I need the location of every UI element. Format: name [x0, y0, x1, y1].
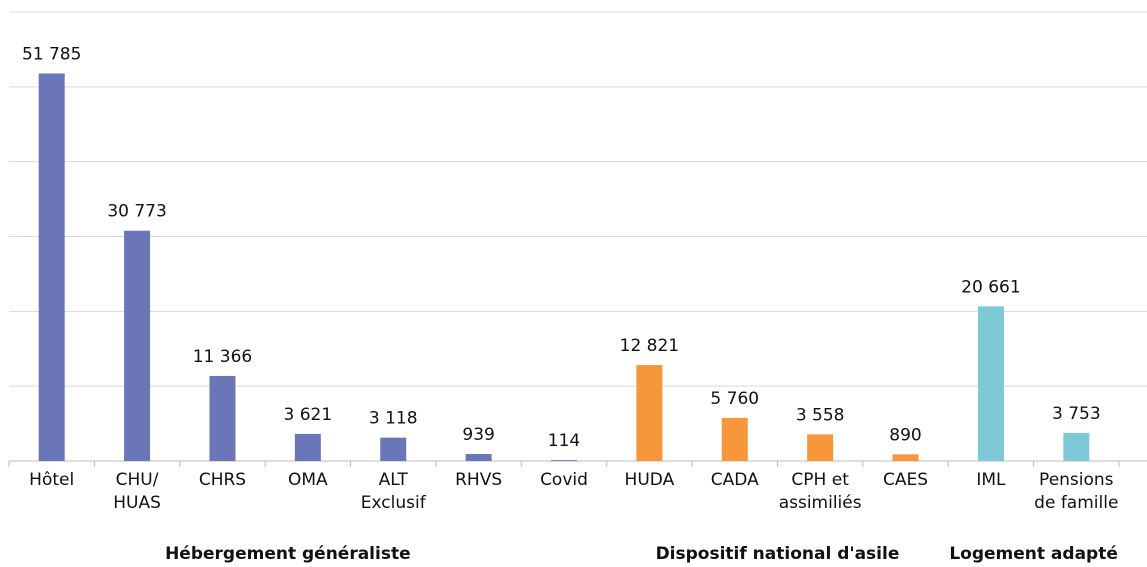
x-tick-label: HUDA [625, 470, 675, 490]
bar [807, 434, 834, 461]
value-label: 3 621 [284, 405, 333, 425]
x-tick-label: CHRS [199, 470, 246, 490]
value-label: 939 [462, 425, 494, 445]
x-tick-label: CHU/HUAS [113, 470, 161, 513]
x-tick-label: CAES [883, 470, 928, 490]
bar [1063, 432, 1090, 461]
x-tick-label: RHVS [455, 470, 502, 490]
bar [551, 460, 577, 461]
value-label: 11 366 [193, 347, 252, 367]
bar [977, 306, 1004, 461]
x-tick-label: IML [976, 470, 1006, 490]
bar [636, 365, 663, 461]
x-tick-label: Covid [540, 470, 588, 490]
x-tick-label: OMA [288, 470, 328, 490]
bar [38, 73, 65, 461]
bar [380, 437, 407, 461]
x-tick-label: CADA [711, 470, 759, 490]
bar [721, 417, 748, 461]
x-tick-label: ALT Exclusif [361, 470, 427, 513]
value-label: 51 785 [22, 44, 81, 64]
bar [124, 230, 151, 461]
group-label: Hébergement généraliste [165, 544, 411, 563]
value-label: 12 821 [620, 336, 679, 356]
bar [209, 375, 236, 461]
x-tick-label: Pensions de famille [1034, 470, 1118, 513]
value-label: 3 118 [369, 409, 418, 429]
bar [892, 454, 919, 461]
value-label: 3 558 [796, 405, 845, 425]
bar [465, 453, 492, 461]
value-label: 20 661 [961, 277, 1020, 297]
x-tick-label: Hôtel [29, 470, 74, 490]
value-label: 3 753 [1052, 404, 1101, 424]
value-label: 30 773 [107, 202, 166, 222]
group-label: Dispositif national d'asile [656, 544, 900, 563]
value-label: 890 [889, 425, 921, 445]
value-label: 5 760 [710, 389, 759, 409]
value-label: 114 [548, 431, 580, 451]
x-tick-label: CPH et assimiliés [779, 470, 862, 513]
group-label: Logement adapté [949, 544, 1118, 563]
bar [294, 433, 321, 461]
